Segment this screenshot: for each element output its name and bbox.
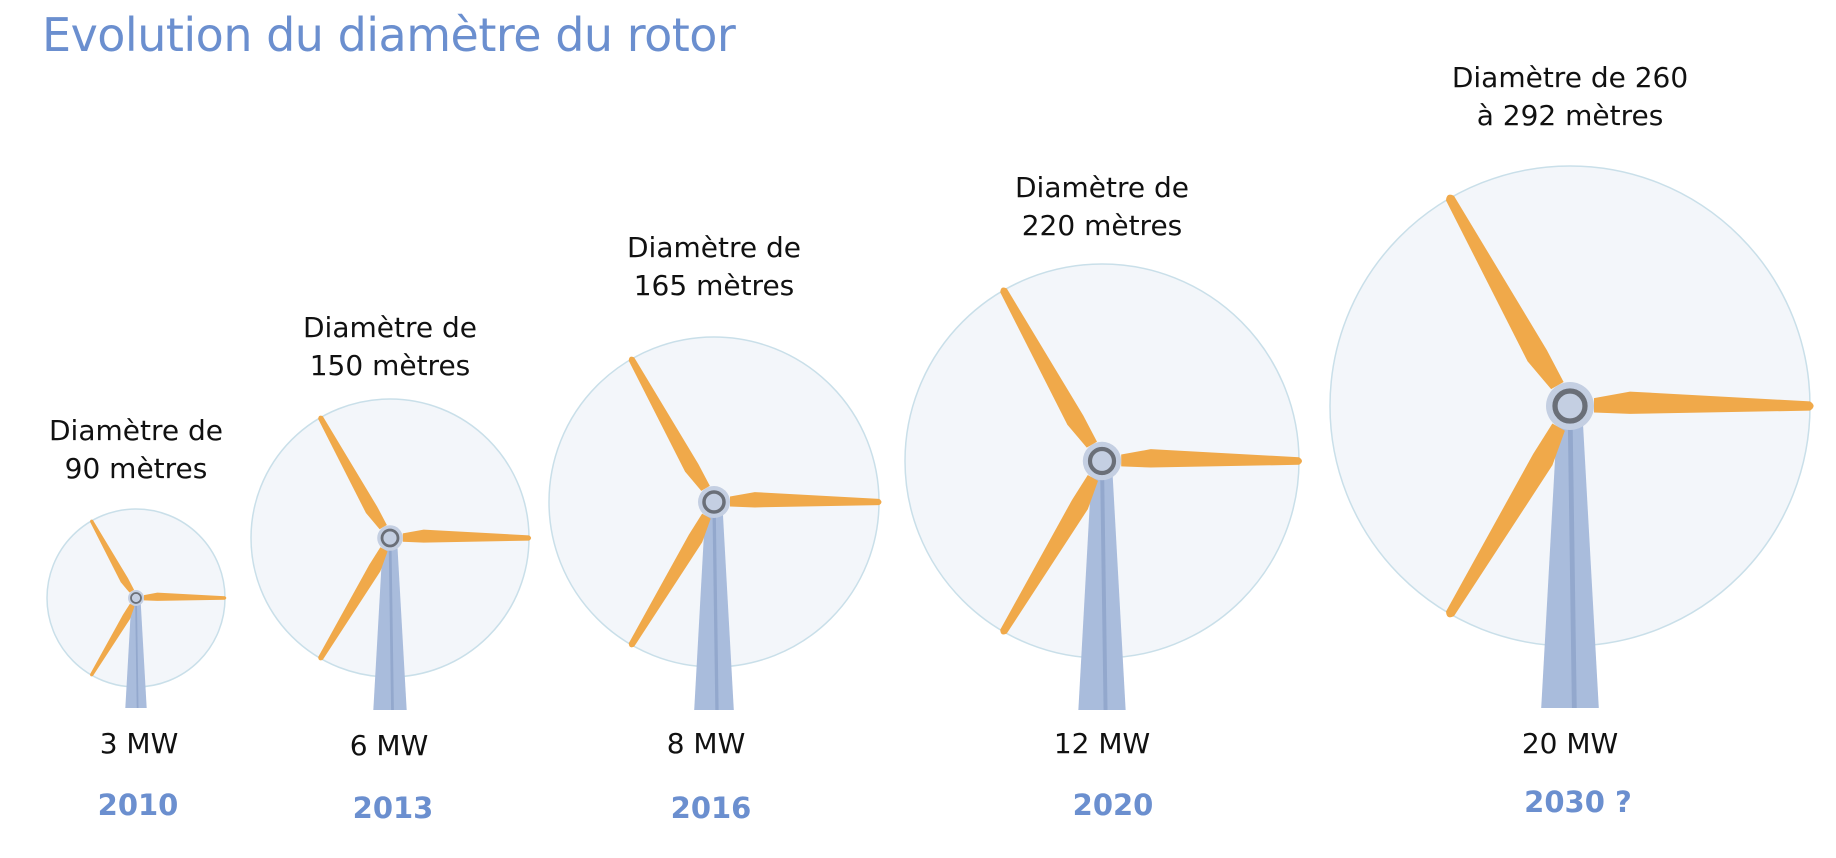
diameter-label-line: 90 mètres	[64, 452, 208, 485]
blade-2	[1446, 194, 1564, 390]
wind-turbine-5	[1329, 165, 1814, 709]
blade-2	[318, 415, 387, 530]
hub-ring	[1087, 446, 1117, 476]
diameter-label: Diamètre de 260 à 292 mètres	[1452, 59, 1688, 135]
blade-1	[144, 592, 227, 601]
blade-3	[90, 603, 135, 677]
diameter-label-line: 165 mètres	[633, 269, 795, 302]
year-label: 2013	[352, 791, 434, 825]
diameter-label-line: Diamètre de 260	[1451, 61, 1689, 94]
diameter-label: Diamètre de 150 mètres	[303, 309, 477, 385]
diameter-label: Diamètre de 165 mètres	[627, 229, 801, 305]
diameter-label-line: Diamètre de	[1014, 171, 1190, 204]
tower-shade	[388, 537, 394, 711]
diameter-label-line: Diamètre de	[302, 311, 478, 344]
year-label: 2010	[97, 788, 179, 822]
diameter-label-line: Diamètre de	[626, 231, 802, 264]
diameter-label: Diamètre de 220 mètres	[1015, 169, 1189, 245]
hub-ring	[1552, 388, 1588, 424]
blade-3	[1000, 474, 1099, 635]
hub-ring	[380, 528, 400, 548]
wind-turbine-1	[46, 508, 227, 709]
power-label: 6 MW	[349, 729, 429, 762]
tower-shade	[712, 501, 719, 711]
blade-1	[402, 529, 532, 543]
power-label: 12 MW	[1053, 727, 1151, 760]
hub-ring	[130, 592, 142, 604]
power-label: 3 MW	[99, 727, 179, 760]
blade-2	[628, 356, 710, 491]
blade-2	[90, 519, 135, 593]
blade-2	[1000, 287, 1098, 448]
diameter-label-line: 150 mètres	[309, 349, 471, 382]
tower-shade	[1100, 460, 1108, 711]
page-title: Evolution du diamètre du rotor	[42, 8, 736, 62]
blade-3	[1446, 423, 1565, 618]
year-label: 2020	[1072, 788, 1154, 822]
diameter-label-line: 220 mètres	[1021, 209, 1183, 242]
diameter-label-line: Diamètre de	[48, 414, 224, 447]
power-label: 8 MW	[666, 727, 746, 760]
blade-1	[730, 492, 882, 508]
blade-3	[628, 513, 711, 648]
diameter-label-line: à 292 mètres	[1476, 99, 1664, 132]
hub-ring	[702, 490, 726, 514]
blade-1	[1594, 391, 1814, 414]
power-label: 20 MW	[1521, 727, 1619, 760]
diameter-label: Diamètre de 90 mètres	[49, 412, 223, 488]
wind-turbine-2	[250, 398, 532, 711]
tower-shade	[1567, 405, 1577, 709]
blade-1	[1121, 449, 1302, 468]
wind-turbine-3	[548, 336, 882, 711]
year-label: 2016	[670, 791, 752, 825]
year-label: 2030 ?	[1524, 785, 1632, 819]
tower-shade	[135, 597, 139, 709]
blade-3	[318, 547, 388, 661]
wind-turbine-4	[904, 263, 1302, 711]
